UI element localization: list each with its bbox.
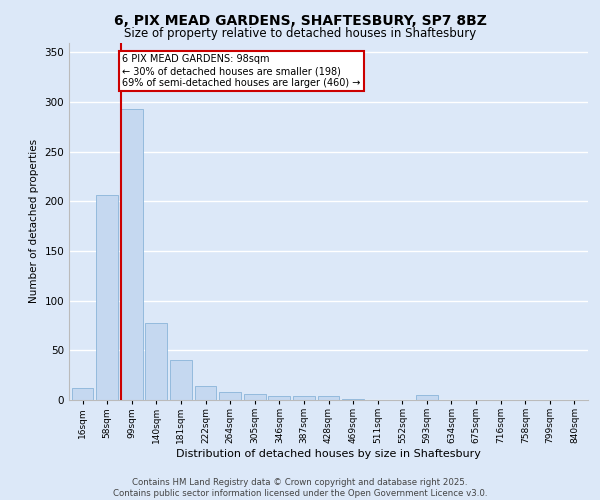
Bar xyxy=(170,360,192,400)
Bar xyxy=(97,196,118,400)
Text: 6 PIX MEAD GARDENS: 98sqm
← 30% of detached houses are smaller (198)
69% of semi: 6 PIX MEAD GARDENS: 98sqm ← 30% of detac… xyxy=(122,54,361,88)
Text: Size of property relative to detached houses in Shaftesbury: Size of property relative to detached ho… xyxy=(124,28,476,40)
Bar xyxy=(145,322,167,400)
Bar xyxy=(72,388,94,400)
Text: 6, PIX MEAD GARDENS, SHAFTESBURY, SP7 8BZ: 6, PIX MEAD GARDENS, SHAFTESBURY, SP7 8B… xyxy=(113,14,487,28)
Bar xyxy=(268,396,290,400)
X-axis label: Distribution of detached houses by size in Shaftesbury: Distribution of detached houses by size … xyxy=(176,449,481,459)
Bar xyxy=(342,399,364,400)
Bar xyxy=(194,386,217,400)
Y-axis label: Number of detached properties: Number of detached properties xyxy=(29,139,39,304)
Bar xyxy=(317,396,340,400)
Bar xyxy=(293,396,315,400)
Bar xyxy=(121,109,143,400)
Bar xyxy=(416,395,438,400)
Text: Contains HM Land Registry data © Crown copyright and database right 2025.
Contai: Contains HM Land Registry data © Crown c… xyxy=(113,478,487,498)
Bar xyxy=(244,394,266,400)
Bar xyxy=(219,392,241,400)
